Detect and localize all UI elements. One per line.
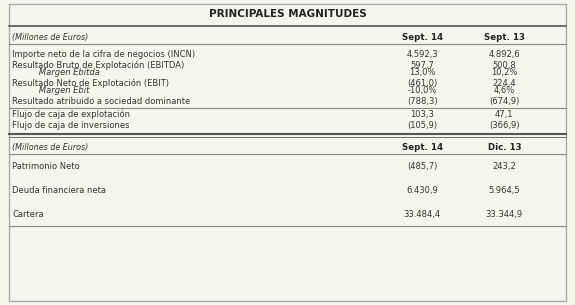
Text: Dic. 13: Dic. 13 [488,143,521,152]
Text: Deuda financiera neta: Deuda financiera neta [12,186,106,195]
Text: Flujo de caja de inversiones: Flujo de caja de inversiones [12,121,130,130]
FancyBboxPatch shape [9,4,566,301]
Text: (366,9): (366,9) [489,121,520,130]
Text: Margen Ebitda: Margen Ebitda [31,68,100,77]
Text: (485,7): (485,7) [407,162,438,171]
Text: 243,2: 243,2 [492,162,516,171]
Text: Margen Ebit: Margen Ebit [31,86,90,95]
Text: Cartera: Cartera [12,210,44,219]
Text: (Millones de Euros): (Millones de Euros) [12,33,89,41]
Text: 4.892,6: 4.892,6 [488,50,520,59]
Text: (Millones de Euros): (Millones de Euros) [12,143,89,152]
Text: 5.964,5: 5.964,5 [489,186,520,195]
Text: 6.430,9: 6.430,9 [407,186,438,195]
Text: 33.344,9: 33.344,9 [486,210,523,219]
Text: 4.592,3: 4.592,3 [407,50,438,59]
Text: 500,8: 500,8 [492,61,516,70]
Text: 10,2%: 10,2% [491,68,518,77]
Text: (105,9): (105,9) [407,121,438,130]
Text: 224,4: 224,4 [493,79,516,88]
Text: 47,1: 47,1 [495,110,513,119]
Text: PRINCIPALES MAGNITUDES: PRINCIPALES MAGNITUDES [209,9,366,19]
Text: Resultado atribuido a sociedad dominante: Resultado atribuido a sociedad dominante [12,97,190,106]
Text: 33.484,4: 33.484,4 [404,210,441,219]
Text: 13,0%: 13,0% [409,68,435,77]
Text: Patrimonio Neto: Patrimonio Neto [12,162,80,171]
Text: 597,7: 597,7 [411,61,434,70]
Text: Sept. 13: Sept. 13 [484,33,525,41]
Text: 4,6%: 4,6% [494,86,515,95]
Text: Sept. 14: Sept. 14 [402,143,443,152]
Text: (674,9): (674,9) [489,97,520,106]
Text: Sept. 14: Sept. 14 [402,33,443,41]
Text: 103,3: 103,3 [411,110,434,119]
Text: (788,3): (788,3) [407,97,438,106]
Text: Resultado Bruto de Explotación (EBITDA): Resultado Bruto de Explotación (EBITDA) [12,60,185,70]
Text: -10,0%: -10,0% [408,86,437,95]
Text: Importe neto de la cifra de negocios (INCN): Importe neto de la cifra de negocios (IN… [12,50,196,59]
Text: (461,0): (461,0) [407,79,438,88]
Text: Resultado Neto de Explotación (EBIT): Resultado Neto de Explotación (EBIT) [12,78,169,88]
Text: Flujo de caja de explotación: Flujo de caja de explotación [12,109,130,119]
